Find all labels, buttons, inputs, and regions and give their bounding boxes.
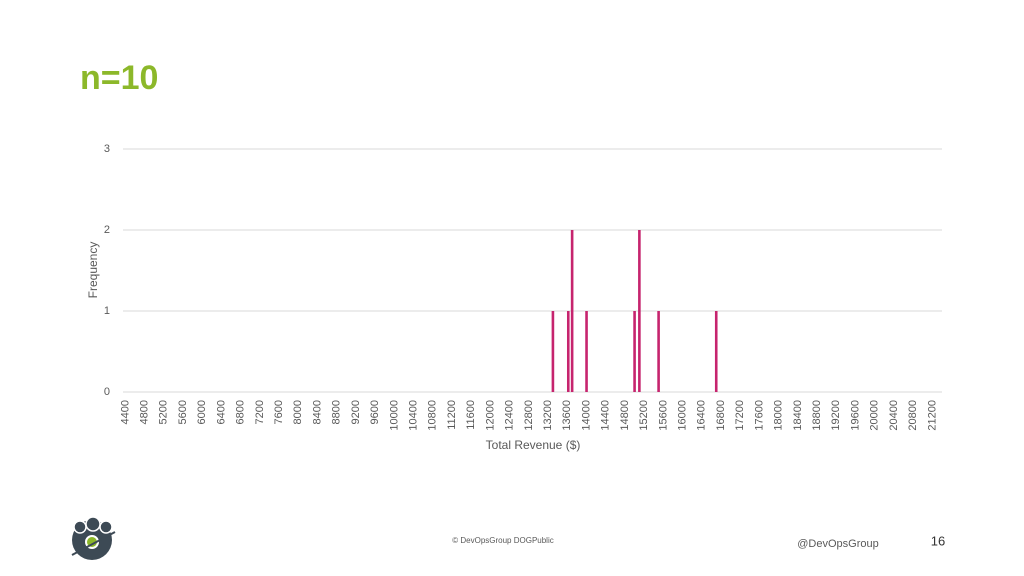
x-tick-label: 4800 xyxy=(139,400,151,424)
logo xyxy=(71,516,116,560)
x-tick-label: 8000 xyxy=(292,400,304,424)
x-tick-label: 19200 xyxy=(830,400,842,431)
x-tick-label: 20000 xyxy=(869,400,881,431)
y-tick-label: 1 xyxy=(104,305,110,317)
x-tick-label: 6400 xyxy=(215,400,227,424)
bar xyxy=(551,311,555,392)
x-tick-label: 6800 xyxy=(235,400,247,424)
y-tick-label: 2 xyxy=(104,224,110,236)
bar xyxy=(714,311,718,392)
x-tick-label: 10400 xyxy=(408,400,420,431)
y-tick-label: 3 xyxy=(104,143,110,155)
footer: © DevOpsGroup DOGPublic xyxy=(452,536,553,545)
bar xyxy=(585,311,588,392)
x-tick-label: 12400 xyxy=(504,400,516,431)
x-tick-label: 16400 xyxy=(696,400,708,431)
y-tick-label: 0 xyxy=(104,386,110,398)
y-axis-label: Frequency xyxy=(86,242,100,299)
x-tick-label: 8400 xyxy=(311,400,323,424)
x-tick-label: 20800 xyxy=(907,400,919,431)
x-tick-label: 5200 xyxy=(158,400,170,424)
x-tick-label: 16800 xyxy=(715,400,727,431)
x-tick-label: 21200 xyxy=(926,400,938,431)
bar xyxy=(570,230,574,392)
x-tick-label: 15600 xyxy=(657,400,669,431)
handle: @DevOpsGroup xyxy=(797,538,878,550)
x-tick-label: 10000 xyxy=(388,400,400,431)
x-tick-label: 19600 xyxy=(849,400,861,431)
x-tick-label: 7200 xyxy=(254,400,266,424)
x-tick-label: 11200 xyxy=(446,400,458,430)
x-tick-label: 14000 xyxy=(580,400,592,431)
x-tick-label: 18800 xyxy=(811,400,823,431)
page-number: 16 xyxy=(931,533,945,548)
x-tick-label: 12000 xyxy=(484,400,496,431)
x-tick-label: 17600 xyxy=(753,400,765,431)
x-axis-label: Total Revenue ($) xyxy=(486,438,581,452)
x-tick-label: 9600 xyxy=(369,400,381,424)
x-tick-label: 9200 xyxy=(350,400,362,424)
bar xyxy=(633,311,636,392)
bar xyxy=(657,311,660,392)
slide-title: n=10 xyxy=(80,59,158,97)
x-tick-label: 13200 xyxy=(542,400,554,431)
x-tick-label: 20400 xyxy=(888,400,900,431)
x-tick-label: 14400 xyxy=(600,400,612,431)
x-tick-label: 5600 xyxy=(177,400,189,424)
x-tick-label: 16000 xyxy=(677,400,689,431)
x-tick-label: 18000 xyxy=(773,400,785,431)
bar xyxy=(566,311,570,392)
x-tick-label: 6000 xyxy=(196,400,208,424)
x-tick-label: 7600 xyxy=(273,400,285,424)
x-tick-label: 14800 xyxy=(619,400,631,431)
x-tick-label: 13600 xyxy=(561,400,573,431)
x-tick-label: 12800 xyxy=(523,400,535,431)
x-tick-label: 4400 xyxy=(119,400,131,424)
x-tick-label: 18400 xyxy=(792,400,804,431)
x-tick-label: 8800 xyxy=(331,400,343,424)
x-tick-label: 10800 xyxy=(427,400,439,431)
bar xyxy=(638,230,641,392)
x-tick-label: 11600 xyxy=(465,400,477,430)
x-tick-label: 17200 xyxy=(734,400,746,431)
x-tick-label: 15200 xyxy=(638,400,650,431)
